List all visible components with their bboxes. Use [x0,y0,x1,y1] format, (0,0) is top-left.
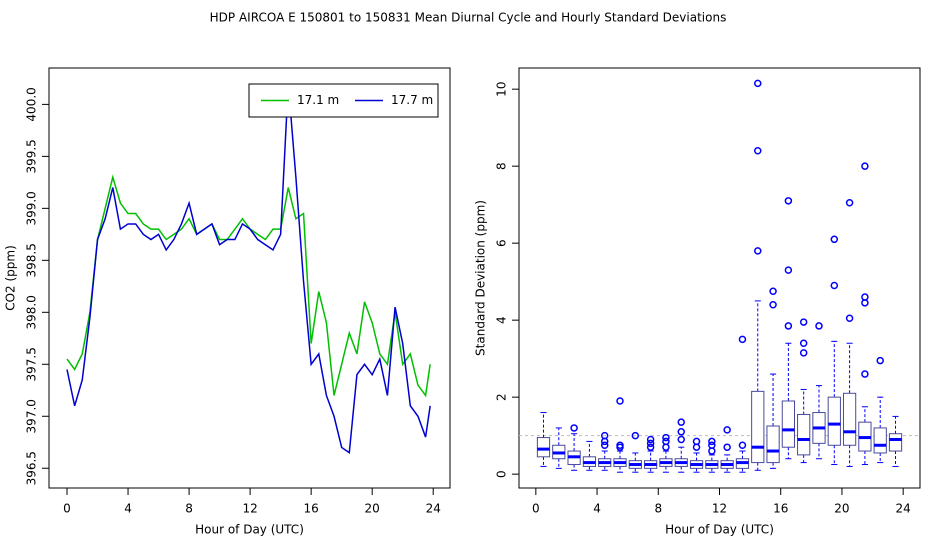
x-tick-label: 24 [896,502,911,516]
outlier [861,370,869,378]
y-tick-label: 399.5 [25,139,39,173]
outlier [723,426,731,434]
outlier [616,397,624,405]
x-tick-label: 0 [532,502,540,516]
outlier [769,301,777,309]
y-tick-label: 397.0 [25,399,39,433]
x-axis-label: Hour of Day (UTC) [665,523,774,537]
data-line [66,83,431,454]
outlier [646,443,655,451]
outlier [861,293,869,301]
y-tick-label: 10 [495,82,509,97]
outlier [799,349,808,357]
outlier [600,431,609,440]
outlier [723,443,731,451]
x-tick-label: 16 [773,502,788,516]
legend-label: 17.7 m [391,93,433,107]
outlier [769,287,777,296]
box [873,427,887,454]
outlier [631,431,640,440]
x-tick-label: 4 [593,502,601,516]
x-tick-label: 8 [654,502,662,516]
y-axis-label: CO2 (ppm) [4,245,18,311]
outlier [662,433,670,442]
x-tick-label: 20 [834,502,849,516]
box [797,413,811,456]
box [888,433,903,452]
outlier [815,322,823,330]
box [766,425,780,464]
outlier [708,437,716,446]
outlier [646,435,655,444]
outlier [799,339,808,348]
plot-frame [48,67,451,489]
outlier [784,266,793,274]
y-tick-label: 400.0 [25,87,39,121]
x-tick-label: 4 [124,502,132,516]
box [751,390,765,464]
outlier [692,437,701,446]
outlier [845,314,854,322]
box [842,392,857,446]
y-tick-label: 4 [495,316,509,324]
x-tick-label: 20 [365,502,380,516]
outlier [738,335,747,344]
x-tick-label: 0 [63,502,71,516]
x-tick-label: 12 [712,502,727,516]
y-tick-label: 397.5 [25,347,39,381]
outlier [754,147,762,155]
outlier [662,437,670,446]
outlier [784,197,793,205]
y-tick-label: 2 [495,393,509,401]
y-tick-label: 6 [495,239,509,247]
outlier [876,356,884,365]
y-tick-label: 398.0 [25,295,39,329]
outlier [738,441,747,450]
outlier [845,198,854,207]
outlier [677,428,685,436]
y-tick-label: 399.0 [25,191,39,225]
x-tick-label: 16 [304,502,319,516]
box [536,437,551,458]
x-tick-label: 12 [242,502,257,516]
x-tick-label: 8 [185,502,193,516]
outlier [754,247,762,255]
outlier [754,79,762,88]
box [827,396,841,446]
y-tick-label: 0 [495,470,509,478]
outlier [570,424,578,432]
y-axis-label: Standard Deviation (ppm) [474,200,488,356]
outlier [799,318,808,326]
outlier [677,418,685,426]
x-axis-label: Hour of Day (UTC) [195,523,304,537]
y-tick-label: 8 [495,162,509,170]
x-tick-label: 24 [426,502,441,516]
figure-title: HDP AIRCOA E 150801 to 150831 Mean Diurn… [210,11,727,25]
outlier [830,281,839,290]
outlier [861,162,869,170]
outlier [708,441,716,450]
outlier [830,235,839,244]
y-tick-label: 396.5 [25,451,39,485]
y-tick-label: 398.5 [25,243,39,277]
box [781,400,795,448]
outlier [646,439,655,448]
outlier [616,441,624,450]
legend-label: 17.1 m [297,93,339,107]
outlier [784,322,793,330]
outlier [677,435,685,444]
outlier [600,441,609,450]
